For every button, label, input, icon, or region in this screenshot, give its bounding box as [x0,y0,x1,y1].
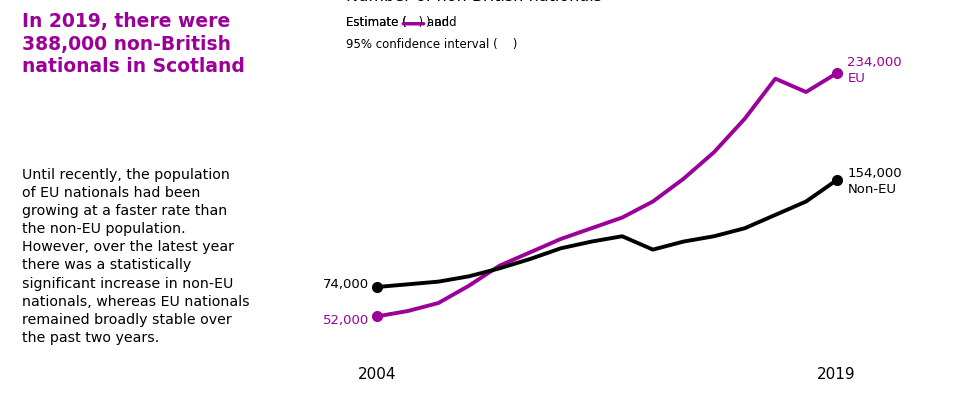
Text: 52,000: 52,000 [323,314,370,327]
Text: Until recently, the population
of EU nationals had been
growing at a faster rate: Until recently, the population of EU nat… [22,168,250,345]
Text: In 2019, there were
388,000 non-British
nationals in Scotland: In 2019, there were 388,000 non-British … [22,12,245,77]
Text: 74,000: 74,000 [323,278,370,291]
Text: Number of non-British nationals: Number of non-British nationals [346,0,602,4]
Text: 154,000
Non-EU: 154,000 Non-EU [847,167,902,196]
Text: Estimate (—) and: Estimate (—) and [346,16,450,29]
Text: Estimate (: Estimate ( [346,16,407,29]
Text: ) and: ) and [427,16,457,29]
Text: 95% confidence interval (    ): 95% confidence interval ( ) [346,38,518,51]
Text: 234,000
EU: 234,000 EU [847,56,902,85]
